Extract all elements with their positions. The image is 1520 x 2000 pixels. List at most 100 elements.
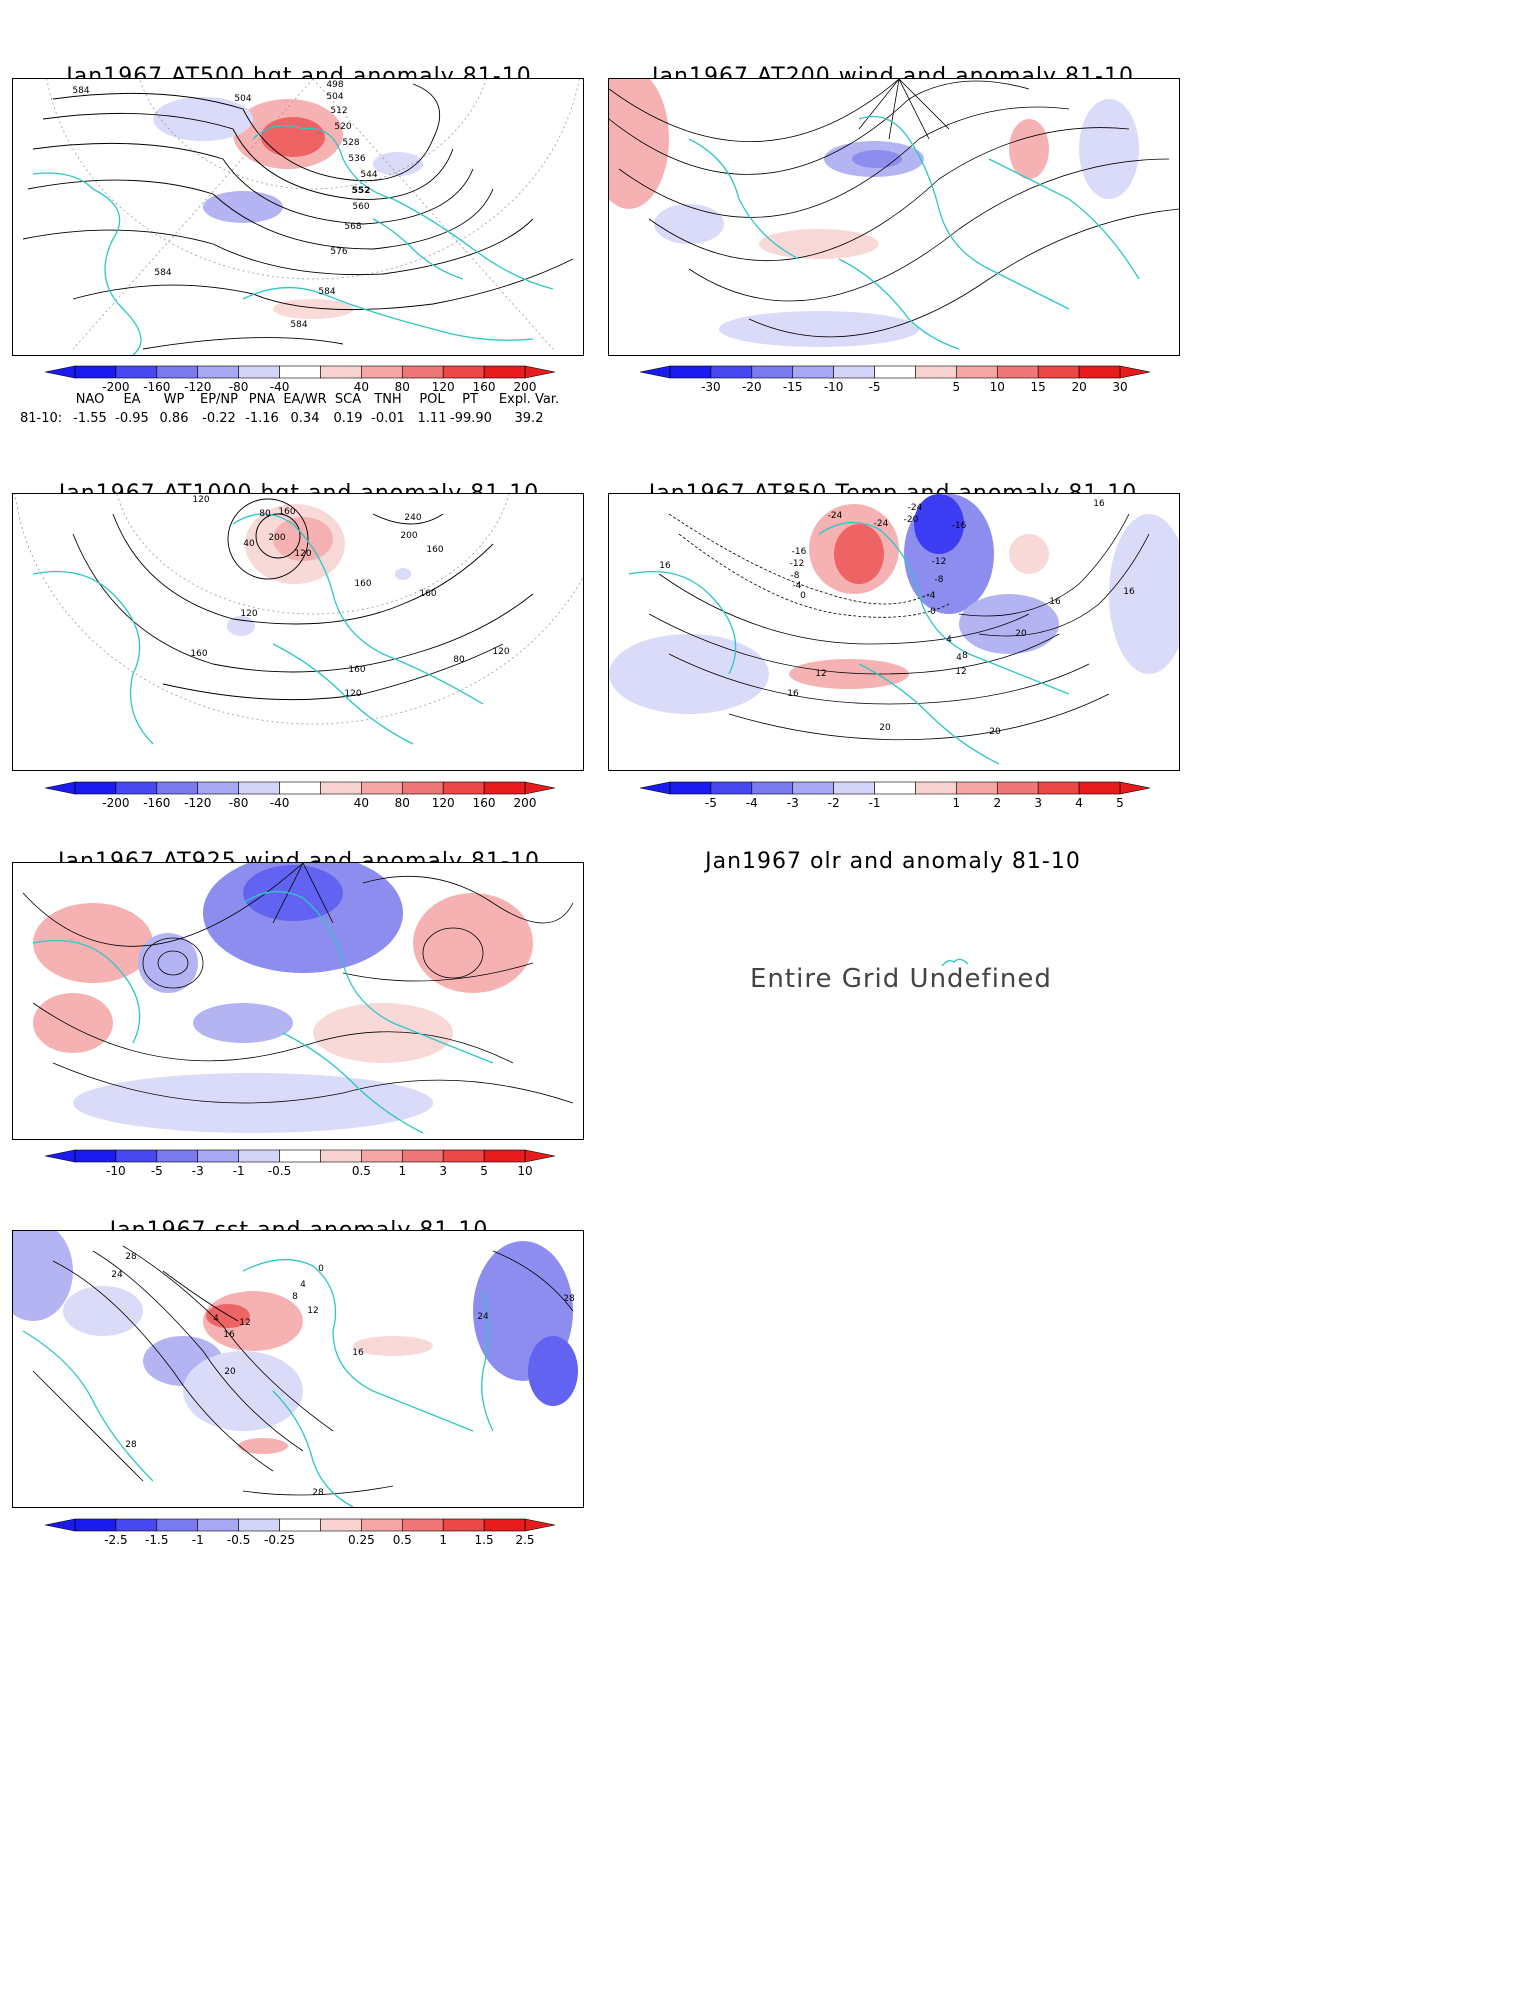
map-sst: 24 28 4 12 16 20 28 28 24 16 28 8 12 4 0 [12, 1230, 584, 1508]
colorbar-swatch [401, 1149, 444, 1163]
colorbar-swatch [320, 365, 362, 379]
colorbar-tick-label: -0.5 [268, 1164, 291, 1178]
colorbar-svg: -10 -5 -3 -1 -0.5 0.5 1 3 5 10 [45, 1149, 555, 1178]
negative-anomaly [1079, 99, 1139, 199]
negative-anomaly [609, 634, 769, 714]
colorbar-swatch [74, 781, 117, 795]
colorbar-swatch [669, 365, 712, 379]
colorbar-tick-label: 200 [514, 380, 537, 394]
colorbar-arrow-low [45, 781, 76, 795]
colorbar-swatch [710, 781, 753, 795]
index-value: 0.86 [159, 411, 189, 426]
contour-label: 576 [330, 247, 347, 257]
colorbar-swatch [874, 781, 916, 795]
colorbar-swatch [915, 781, 957, 795]
index-header: EA [123, 392, 141, 407]
negative-anomaly [193, 1003, 293, 1043]
contour-label: 584 [318, 287, 335, 297]
contour-labels: 24 28 4 12 16 20 28 28 24 16 28 8 12 4 0 [111, 1252, 575, 1498]
index-value: -0.22 [202, 411, 236, 426]
colorbar-swatch [915, 365, 957, 379]
colorbar-swatch [956, 781, 998, 795]
colorbar-tick-label: 20 [1071, 380, 1086, 394]
negative-anomaly [63, 1286, 143, 1336]
colorbar-swatch [115, 1149, 158, 1163]
colorbar-swatch [361, 781, 403, 795]
colorbar-swatch [1078, 365, 1121, 379]
contour-label: 528 [342, 138, 359, 148]
contour-label: 12 [815, 669, 826, 679]
contour-label: 20 [1015, 629, 1027, 639]
contour-label: 560 [352, 202, 369, 212]
negative-anomaly [227, 616, 255, 636]
index-header: SCA [334, 392, 362, 407]
colorbar-tick-label: 1 [439, 1533, 447, 1547]
positive-anomaly [413, 893, 533, 993]
colorbar-swatch [238, 365, 280, 379]
colorbar-tick-label: -20 [742, 380, 762, 394]
colorbar-tick-label: 0.5 [393, 1533, 412, 1547]
colorbar-tick-label: -120 [184, 796, 211, 810]
contour-label: 12 [955, 667, 966, 677]
contour-label: -4 [927, 591, 936, 601]
colorbar-swatch [279, 1518, 321, 1532]
positive-anomaly [261, 117, 325, 157]
colorbar-swatch [751, 365, 794, 379]
colorbar-1000hgt: -200 -160 -120 -80 -40 40 80 120 160 200 [45, 780, 555, 816]
coastlines [32, 890, 494, 1134]
colorbar-swatch [956, 365, 998, 379]
colorbar-swatch [74, 1518, 117, 1532]
contour-label: -16 [792, 547, 807, 557]
contour-label: -12 [932, 557, 947, 567]
contour-label: -16 [952, 521, 967, 531]
index-value: -0.95 [115, 411, 149, 426]
index-value-row: 81-10: -1.55 -0.95 0.86 -0.22 -1.16 0.34… [20, 411, 620, 427]
contour-label: 80 [259, 509, 271, 519]
colorbar-tick-label: -1 [233, 1164, 245, 1178]
colorbar-925wind: -10 -5 -3 -1 -0.5 0.5 1 3 5 10 [45, 1148, 555, 1184]
colorbar-tick-label: 80 [395, 796, 410, 810]
colorbar-tick-label: 30 [1112, 380, 1127, 394]
colorbar-swatch [833, 365, 875, 379]
colorbar-swatch [115, 1518, 158, 1532]
negative-anomaly [1109, 514, 1179, 674]
colorbar-tick-label: -5 [151, 1164, 163, 1178]
colorbar-swatch [1078, 781, 1121, 795]
contour-label: 16 [659, 561, 671, 571]
colorbar-swatch [442, 365, 485, 379]
map-200wind [608, 78, 1180, 356]
colorbar-tick-label: -15 [783, 380, 803, 394]
negative-anomaly [914, 494, 964, 554]
negative-anomaly [138, 933, 198, 993]
colorbar-tick-label: 5 [1116, 796, 1124, 810]
contour-label: 4 [946, 635, 952, 645]
colorbar-tick-label: -40 [270, 796, 290, 810]
negative-anomaly [395, 568, 411, 580]
contour-label: 120 [192, 495, 209, 505]
colorbar-swatch [442, 781, 485, 795]
index-value: -1.16 [245, 411, 279, 426]
colorbar-tick-label: 2.5 [515, 1533, 534, 1547]
negative-anomaly [13, 1231, 73, 1321]
contour-label: 120 [344, 689, 361, 699]
contour-label: 4 [956, 653, 962, 663]
colorbar-tick-label: 120 [432, 796, 455, 810]
colorbar-swatch [238, 1149, 280, 1163]
contour-label: 120 [492, 647, 509, 657]
anomaly-shading [33, 863, 533, 1133]
colorbar-tick-label: 1.5 [475, 1533, 494, 1547]
contour-label: -24 [828, 511, 843, 521]
colorbar-tick-label: -3 [192, 1164, 204, 1178]
contour-label: 536 [348, 154, 365, 164]
colorbar-arrow-high [1119, 365, 1150, 379]
index-header: PNA [248, 392, 276, 407]
contour-label: -12 [790, 559, 805, 569]
contour-label: 504 [234, 94, 251, 104]
index-header: POL [419, 392, 445, 407]
colorbar-tick-label: 2 [993, 796, 1001, 810]
contour-label: 120 [294, 549, 311, 559]
map-1000hgt: 120 80 160 200 120 240 200 160 160 40 12… [12, 493, 584, 771]
colorbar-arrow-high [524, 1149, 555, 1163]
contour-label: 552 [352, 186, 371, 196]
colorbar-arrow-low [640, 781, 671, 795]
